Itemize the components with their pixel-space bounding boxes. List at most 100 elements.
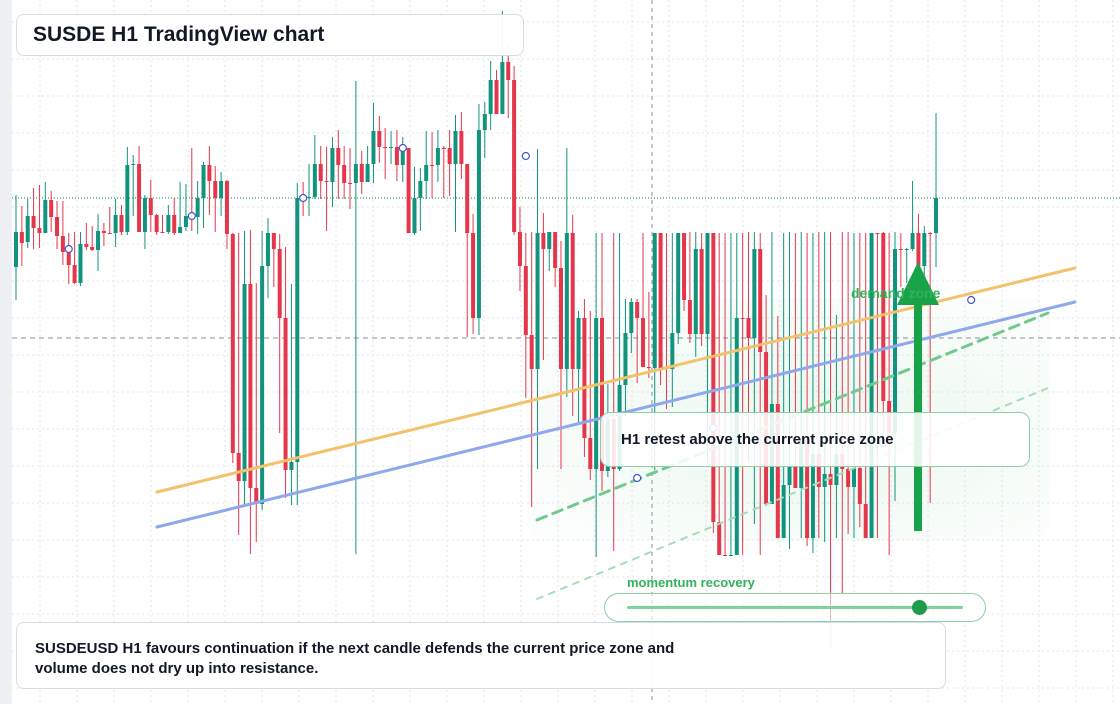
- candle: [295, 183, 300, 505]
- candle-body: [248, 284, 253, 488]
- candle-body: [482, 114, 487, 130]
- candle-body: [289, 462, 294, 470]
- candle: [324, 147, 329, 231]
- candle: [898, 233, 903, 287]
- candle: [476, 104, 481, 335]
- candle: [131, 155, 136, 216]
- retest-callout: H1 retest above the current price zone: [600, 412, 1030, 467]
- candle: [412, 167, 417, 235]
- candle: [435, 130, 440, 182]
- candle-body: [84, 244, 89, 247]
- candle: [752, 232, 757, 524]
- candle: [137, 146, 142, 232]
- candle-body: [600, 318, 604, 471]
- candle-body: [851, 468, 856, 487]
- candle-body: [283, 318, 288, 470]
- candle-body: [31, 216, 36, 228]
- candle-body: [172, 215, 177, 233]
- left-edge-strip: [0, 0, 12, 704]
- candle-body: [389, 147, 394, 148]
- candle: [881, 232, 886, 437]
- candle: [242, 231, 247, 504]
- candle-body: [131, 164, 136, 165]
- candle: [482, 102, 487, 158]
- candle-body: [60, 236, 65, 252]
- candle: [459, 112, 464, 179]
- candle: [471, 214, 476, 334]
- candle-body: [271, 233, 276, 249]
- candle: [101, 223, 106, 246]
- retest-callout-text: H1 retest above the current price zone: [621, 431, 894, 448]
- candle-body: [517, 232, 522, 266]
- candle: [576, 311, 581, 425]
- candle-body: [465, 164, 470, 233]
- candle: [922, 226, 927, 279]
- candle-body: [863, 504, 868, 538]
- momentum-meter: [604, 593, 986, 622]
- candle: [670, 233, 675, 407]
- signal-marker: [398, 143, 407, 153]
- candle: [728, 233, 733, 556]
- candle-body: [236, 453, 241, 481]
- candle: [236, 233, 241, 535]
- candle: [307, 164, 311, 216]
- candle: [19, 206, 24, 266]
- candle: [183, 184, 188, 231]
- candle-body: [459, 131, 464, 164]
- candle: [230, 233, 235, 463]
- candle-body: [576, 318, 581, 369]
- candle-body: [928, 233, 933, 234]
- candle: [348, 148, 353, 209]
- candle-body: [723, 555, 728, 556]
- candle-body: [857, 468, 862, 504]
- candle-body: [594, 318, 599, 469]
- candle: [641, 233, 646, 367]
- candle-body: [377, 131, 382, 147]
- candle-body: [348, 183, 353, 184]
- candle-body: [201, 165, 206, 198]
- candle-body: [500, 62, 505, 114]
- candle-body: [740, 318, 745, 319]
- candle: [441, 146, 446, 198]
- candle: [359, 151, 364, 194]
- candle: [60, 201, 65, 265]
- candle-body: [148, 198, 153, 215]
- candle-body: [752, 249, 757, 338]
- candle-body: [72, 265, 77, 283]
- candle-body: [224, 181, 229, 234]
- candle-body: [254, 488, 259, 504]
- candle-body: [641, 318, 646, 367]
- candle-body: [49, 200, 54, 217]
- candle: [846, 232, 851, 534]
- candle-body: [471, 233, 476, 318]
- candle-body: [371, 131, 376, 164]
- candle-body: [529, 335, 534, 369]
- candle-body: [728, 555, 733, 556]
- candle: [682, 233, 687, 311]
- candle-body: [342, 165, 347, 183]
- candle-body: [424, 165, 429, 181]
- candle: [781, 233, 786, 538]
- candle-body: [646, 367, 651, 368]
- candle-body: [242, 284, 247, 481]
- candle: [312, 135, 317, 199]
- candle-body: [430, 165, 435, 166]
- candle: [383, 128, 388, 179]
- candle-body: [37, 228, 42, 233]
- candle-body: [195, 198, 200, 217]
- candle: [816, 232, 821, 538]
- candle: [646, 292, 651, 378]
- candle-body: [623, 333, 628, 385]
- candle: [49, 191, 54, 232]
- candle-body: [699, 249, 704, 334]
- candle-body: [178, 227, 183, 233]
- candle: [635, 299, 640, 383]
- candle-body: [705, 233, 710, 334]
- candle: [84, 223, 89, 250]
- candle: [676, 233, 681, 344]
- signal-marker: [521, 151, 530, 161]
- candle: [512, 66, 517, 235]
- candle: [904, 248, 909, 283]
- candle: [66, 233, 71, 284]
- candle-body: [66, 252, 71, 265]
